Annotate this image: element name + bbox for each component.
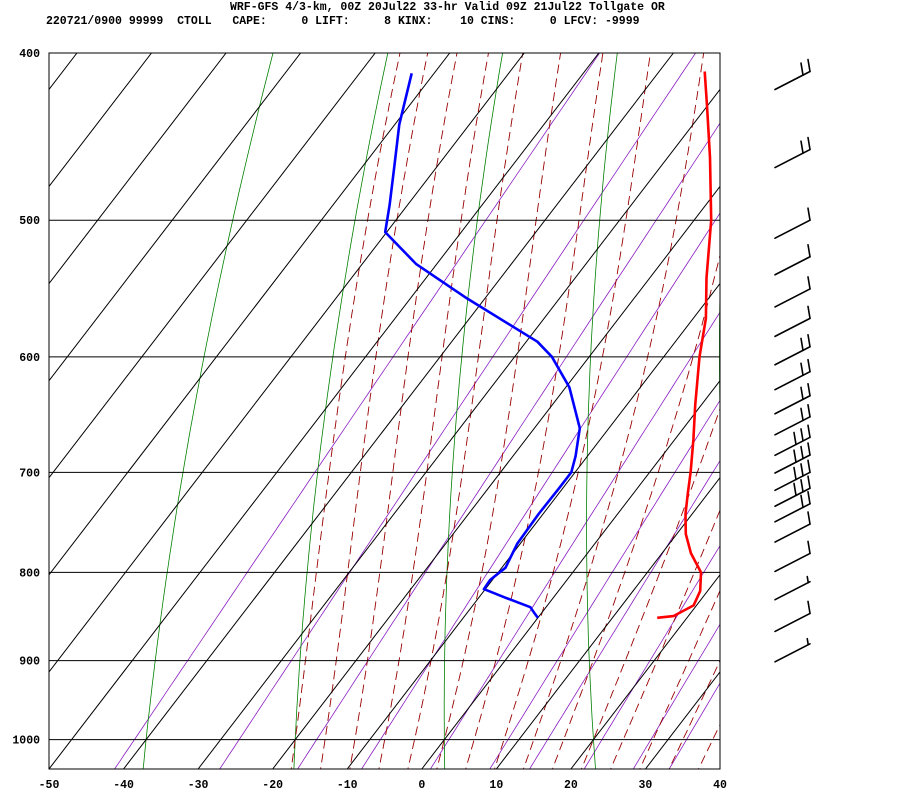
mixing-ratio-line bbox=[489, 399, 720, 769]
wind-barbs bbox=[774, 58, 811, 663]
mixing-ratio-line bbox=[429, 311, 720, 769]
wind-barb bbox=[774, 404, 811, 436]
moist-adiabat-line bbox=[290, 53, 401, 769]
pressure-tick-label: 500 bbox=[19, 215, 40, 228]
wind-barb bbox=[774, 358, 811, 391]
wind-barb bbox=[774, 136, 811, 169]
pressure-tick-label: 600 bbox=[19, 352, 40, 365]
wind-barb bbox=[774, 637, 811, 663]
isobars bbox=[49, 219, 720, 741]
x-tick-label: 0 bbox=[418, 779, 425, 792]
wind-barb bbox=[774, 490, 811, 523]
x-tick-label: -40 bbox=[113, 779, 134, 792]
x-tick-label: 20 bbox=[564, 779, 578, 792]
moist-adiabat-line bbox=[494, 53, 651, 769]
isotherm-line bbox=[49, 53, 525, 673]
moist-adiabat-line bbox=[639, 589, 720, 769]
moist-adiabat-line bbox=[378, 53, 489, 769]
mixing-ratio-line bbox=[668, 682, 720, 769]
isotherm-line bbox=[346, 282, 720, 769]
isotherm-line bbox=[0, 53, 2, 769]
x-tick-label: 30 bbox=[639, 779, 653, 792]
mixing-ratio-lines bbox=[114, 53, 720, 769]
pressure-tick-label: 700 bbox=[19, 467, 40, 480]
pressure-tick-label: 1000 bbox=[12, 735, 40, 748]
isotherm-line bbox=[495, 476, 720, 769]
wind-barb bbox=[774, 305, 811, 338]
isotherm-line bbox=[49, 53, 600, 769]
wind-barb bbox=[774, 511, 811, 543]
mixing-ratio-line bbox=[297, 122, 720, 769]
dry-adiabat-line bbox=[293, 53, 389, 769]
moist-adiabat-line bbox=[610, 508, 720, 769]
pressure-tick-label: 400 bbox=[19, 48, 40, 61]
isotherms bbox=[0, 53, 720, 769]
mixing-ratio-line bbox=[219, 53, 697, 769]
dry-adiabat-line bbox=[142, 53, 274, 769]
x-tick-label: 40 bbox=[713, 779, 727, 792]
wind-barb bbox=[774, 575, 811, 601]
moist-adiabat-line bbox=[580, 407, 720, 769]
moist-adiabat-line bbox=[668, 659, 720, 769]
x-tick-label: -50 bbox=[39, 779, 60, 792]
isotherm-line bbox=[570, 574, 720, 769]
moist-adiabat-line bbox=[407, 53, 524, 769]
x-tick-label: -10 bbox=[337, 779, 358, 792]
sounding-curves bbox=[383, 71, 713, 620]
wind-barb bbox=[774, 58, 811, 91]
x-tick-label: 10 bbox=[489, 779, 503, 792]
pressure-tick-label: 900 bbox=[19, 656, 40, 669]
dry-adiabats bbox=[142, 34, 898, 776]
x-tick-label: -30 bbox=[188, 779, 209, 792]
dewpoint-curve bbox=[383, 72, 582, 619]
isotherm-line bbox=[719, 768, 720, 769]
mixing-ratio-line bbox=[529, 460, 720, 769]
sounding-info-line: 220721/0900 99999 CTOLL CAPE: 0 LIFT: 8 … bbox=[46, 15, 640, 28]
isotherm-line bbox=[645, 671, 720, 769]
wind-barb bbox=[774, 333, 811, 366]
mixing-ratio-line bbox=[114, 53, 601, 769]
isotherm-line bbox=[272, 185, 720, 769]
temperature-curve bbox=[657, 71, 713, 620]
wind-barb bbox=[774, 207, 811, 240]
wind-barb bbox=[774, 442, 811, 474]
x-tick-label: -20 bbox=[262, 779, 283, 792]
isotherm-line bbox=[49, 53, 302, 382]
mixing-ratio-line bbox=[361, 212, 720, 769]
moist-adiabat-line bbox=[436, 53, 562, 769]
wind-barb bbox=[774, 540, 811, 573]
isotherm-line bbox=[123, 53, 674, 769]
wind-barb bbox=[774, 600, 811, 633]
moist-adiabat-line bbox=[697, 723, 720, 769]
dry-adiabat-line bbox=[719, 273, 720, 432]
wind-barb bbox=[774, 276, 811, 308]
isotherm-line bbox=[421, 379, 720, 769]
isotherm-line bbox=[197, 88, 720, 769]
isotherm-line bbox=[49, 53, 451, 576]
moist-adiabat-line bbox=[320, 53, 429, 769]
wind-barb bbox=[774, 459, 811, 492]
mixing-ratio-line bbox=[583, 544, 720, 769]
dry-adiabat-line bbox=[844, 34, 898, 776]
chart-title: WRF-GFS 4/3-km, 00Z 20Jul22 33-hr Valid … bbox=[230, 1, 665, 14]
moist-adiabat-line bbox=[551, 253, 720, 769]
isotherm-line bbox=[49, 53, 152, 188]
isotherm-line bbox=[49, 53, 227, 285]
moist-adiabat-line bbox=[724, 34, 900, 776]
wind-barb bbox=[774, 475, 811, 508]
isotherm-line bbox=[49, 53, 376, 479]
wind-barb bbox=[774, 243, 811, 276]
wind-barb bbox=[774, 382, 811, 415]
plot-frame bbox=[48, 52, 721, 770]
pressure-tick-labels: 400 500 600 700 800 900 1000 bbox=[12, 48, 40, 748]
pressure-tick-label: 800 bbox=[19, 567, 40, 580]
wind-barb bbox=[774, 424, 811, 457]
mixing-ratio-line bbox=[632, 623, 720, 769]
x-tick-labels: -50 -40 -30 -20 -10 0 10 20 30 40 bbox=[39, 779, 727, 792]
